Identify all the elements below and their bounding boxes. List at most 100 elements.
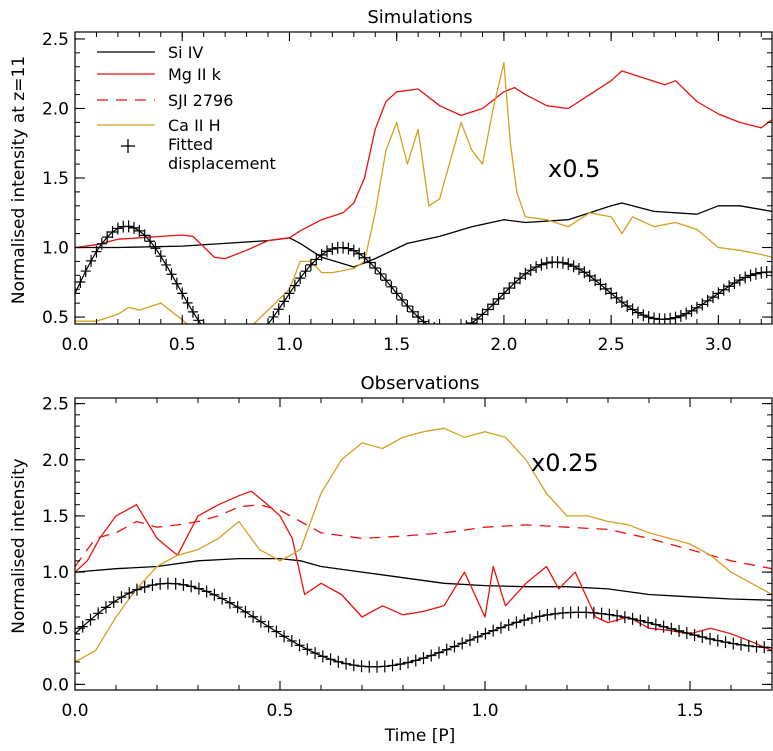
data-point-fitted-displacement	[252, 331, 262, 343]
data-point-fitted-displacement	[767, 641, 772, 654]
legend-label-mg: Mg II k	[168, 65, 222, 84]
data-point-fitted-displacement	[338, 241, 349, 254]
x-tick-label: 0.5	[169, 335, 196, 355]
series-layer	[75, 61, 772, 355]
data-point-fitted-displacement	[263, 620, 274, 633]
data-point-fitted-displacement	[541, 257, 552, 270]
data-point-fitted-displacement	[686, 304, 697, 317]
x-tick-label: 1.5	[676, 701, 703, 721]
data-point-fitted-displacement	[457, 637, 468, 650]
data-point-fitted-displacement	[85, 613, 96, 626]
series-line-fitted-displacement	[75, 225, 772, 324]
data-point-fitted-displacement	[379, 660, 390, 673]
x-tick-label: 0.5	[266, 701, 293, 721]
data-point-fitted-displacement	[504, 282, 515, 295]
data-point-fitted-displacement	[573, 262, 584, 275]
data-point-fitted-displacement	[720, 636, 731, 649]
data-point-fitted-displacement	[209, 334, 219, 346]
y-tick-label: 0.5	[42, 308, 69, 328]
data-point-fitted-displacement	[147, 579, 158, 592]
data-point-fitted-displacement	[178, 578, 189, 591]
data-point-fitted-displacement	[435, 324, 445, 336]
scale-annotation: x0.25	[531, 449, 599, 477]
y-tick-label: 1.5	[42, 507, 69, 527]
data-point-fitted-displacement	[100, 601, 111, 614]
data-point-fitted-displacement	[767, 265, 772, 278]
series-layer	[75, 427, 772, 673]
data-point-fitted-displacement	[675, 309, 686, 322]
data-point-fitted-displacement	[268, 310, 279, 323]
data-point-fitted-displacement	[708, 291, 719, 304]
y-tick-label: 2.0	[42, 451, 69, 471]
legend-label-fit-2: displacement	[168, 154, 276, 173]
data-point-fitted-displacement	[674, 624, 685, 637]
panel-observations: Observations Normalised intensity Time […	[9, 373, 773, 746]
data-point-fitted-displacement	[279, 295, 290, 308]
data-point-fitted-displacement	[519, 614, 530, 627]
x-tick-label: 0.0	[61, 701, 88, 721]
data-point-fitted-displacement	[689, 629, 700, 642]
data-point-fitted-displacement	[511, 616, 522, 629]
data-point-fitted-displacement	[464, 634, 475, 647]
data-point-fitted-displacement	[526, 612, 537, 625]
data-point-fitted-displacement	[604, 608, 615, 621]
data-point-fitted-displacement	[503, 618, 514, 631]
data-point-fitted-displacement	[134, 224, 145, 237]
y-tick-label: 1.0	[42, 239, 69, 259]
y-axis-title: Normalised intensity	[9, 458, 29, 633]
data-point-fitted-displacement	[325, 653, 336, 666]
data-point-fitted-displacement	[364, 256, 375, 269]
series-line-ca-ii-h	[75, 427, 772, 663]
data-point-fitted-displacement	[568, 260, 579, 273]
data-point-fitted-displacement	[193, 314, 204, 324]
data-point-fitted-displacement	[225, 343, 235, 355]
axis-ticks: 0.0 0.5 1.0 1.5 2.0 2.5 3.0 0.5 1.0 1.5 2.0 2.5	[42, 30, 772, 355]
y-tick-label: 1.5	[42, 169, 69, 189]
data-point-fitted-displacement	[418, 652, 429, 665]
panel-title: Observations	[361, 373, 480, 394]
data-point-fitted-displacement	[534, 610, 545, 623]
data-point-fitted-displacement	[236, 342, 246, 354]
data-point-fitted-displacement	[515, 272, 526, 285]
panel-title: Simulations	[367, 7, 472, 28]
data-point-fitted-displacement	[248, 610, 259, 623]
data-point-fitted-displacement	[139, 229, 150, 242]
data-point-fitted-displacement	[354, 247, 365, 260]
data-point-fitted-displacement	[215, 338, 225, 350]
data-point-fitted-displacement	[343, 242, 354, 255]
data-point-fitted-displacement	[91, 245, 102, 258]
x-axis-title: Time [P]	[384, 726, 456, 746]
data-point-fitted-displacement	[531, 261, 542, 274]
data-point-fitted-displacement	[397, 293, 408, 306]
data-point-fitted-displacement	[681, 626, 692, 639]
data-point-fitted-displacement	[488, 624, 499, 637]
data-point-fitted-displacement	[600, 282, 611, 295]
data-point-fitted-displacement	[247, 335, 257, 347]
data-point-fitted-displacement	[525, 264, 536, 277]
x-tick-label: 2.5	[598, 335, 625, 355]
data-point-fitted-displacement	[750, 267, 761, 280]
data-point-fitted-displacement	[286, 634, 297, 647]
data-point-fitted-displacement	[402, 300, 413, 313]
data-point-fitted-displacement	[284, 287, 295, 300]
data-point-fitted-displacement	[220, 341, 230, 353]
data-point-fitted-displacement	[697, 630, 708, 643]
series-line-mg-ii-k	[75, 490, 772, 652]
legend-marker-fit	[121, 139, 135, 153]
data-point-fitted-displacement	[171, 277, 182, 290]
data-point-fitted-displacement	[295, 272, 306, 285]
data-point-fitted-displacement	[201, 585, 212, 598]
data-point-fitted-displacement	[650, 618, 661, 631]
data-point-fitted-displacement	[445, 325, 455, 337]
data-point-fitted-displacement	[488, 298, 499, 311]
x-tick-label: 2.0	[490, 335, 517, 355]
series-line-sji-2796-dashed	[75, 504, 772, 570]
data-point-fitted-displacement	[123, 220, 134, 233]
data-point-fitted-displacement	[472, 630, 483, 643]
data-point-fitted-displacement	[643, 311, 654, 324]
data-point-fitted-displacement	[161, 258, 172, 271]
data-point-fitted-displacement	[713, 287, 724, 300]
data-point-fitted-displacement	[428, 319, 430, 324]
data-point-fitted-displacement	[495, 621, 506, 634]
